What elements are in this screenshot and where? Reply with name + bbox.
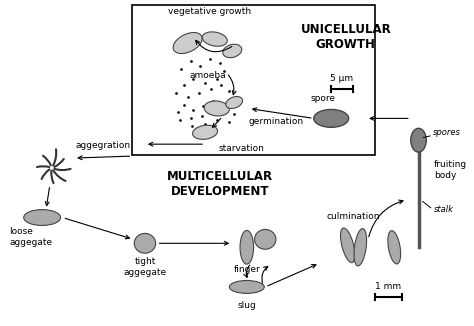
Text: aggegration: aggegration (76, 141, 131, 150)
Ellipse shape (340, 228, 355, 263)
Text: tight
aggegate: tight aggegate (123, 257, 166, 276)
Text: spores: spores (433, 128, 461, 137)
Ellipse shape (192, 125, 218, 140)
Text: stalk: stalk (434, 205, 454, 214)
Ellipse shape (226, 96, 243, 109)
Text: 5 μm: 5 μm (330, 74, 354, 83)
Ellipse shape (223, 44, 242, 58)
Text: loose
aggegate: loose aggegate (9, 228, 52, 247)
Bar (132, 5, 375, 155)
Ellipse shape (229, 280, 264, 293)
Ellipse shape (354, 229, 366, 266)
Text: slug: slug (237, 301, 256, 310)
Text: finger: finger (233, 265, 260, 274)
Ellipse shape (411, 128, 426, 152)
Ellipse shape (388, 230, 401, 264)
Ellipse shape (202, 32, 227, 46)
Ellipse shape (173, 33, 202, 53)
Ellipse shape (240, 230, 254, 264)
Text: fruiting
body: fruiting body (434, 160, 467, 180)
Text: vegetative growth: vegetative growth (168, 7, 252, 16)
Text: UNICELLULAR
GROWTH: UNICELLULAR GROWTH (301, 23, 391, 51)
Text: MULTICELLULAR
DEVELOPMENT: MULTICELLULAR DEVELOPMENT (166, 170, 273, 198)
Ellipse shape (255, 230, 276, 249)
Ellipse shape (24, 210, 61, 226)
Ellipse shape (134, 233, 155, 253)
Text: amoeba: amoeba (190, 71, 226, 80)
Text: culmination: culmination (327, 213, 380, 221)
Text: starvation: starvation (219, 144, 265, 153)
Ellipse shape (314, 110, 349, 127)
Ellipse shape (204, 101, 229, 116)
Text: germination: germination (249, 117, 304, 126)
Text: spore: spore (311, 94, 336, 102)
Text: 1 mm: 1 mm (375, 282, 401, 291)
